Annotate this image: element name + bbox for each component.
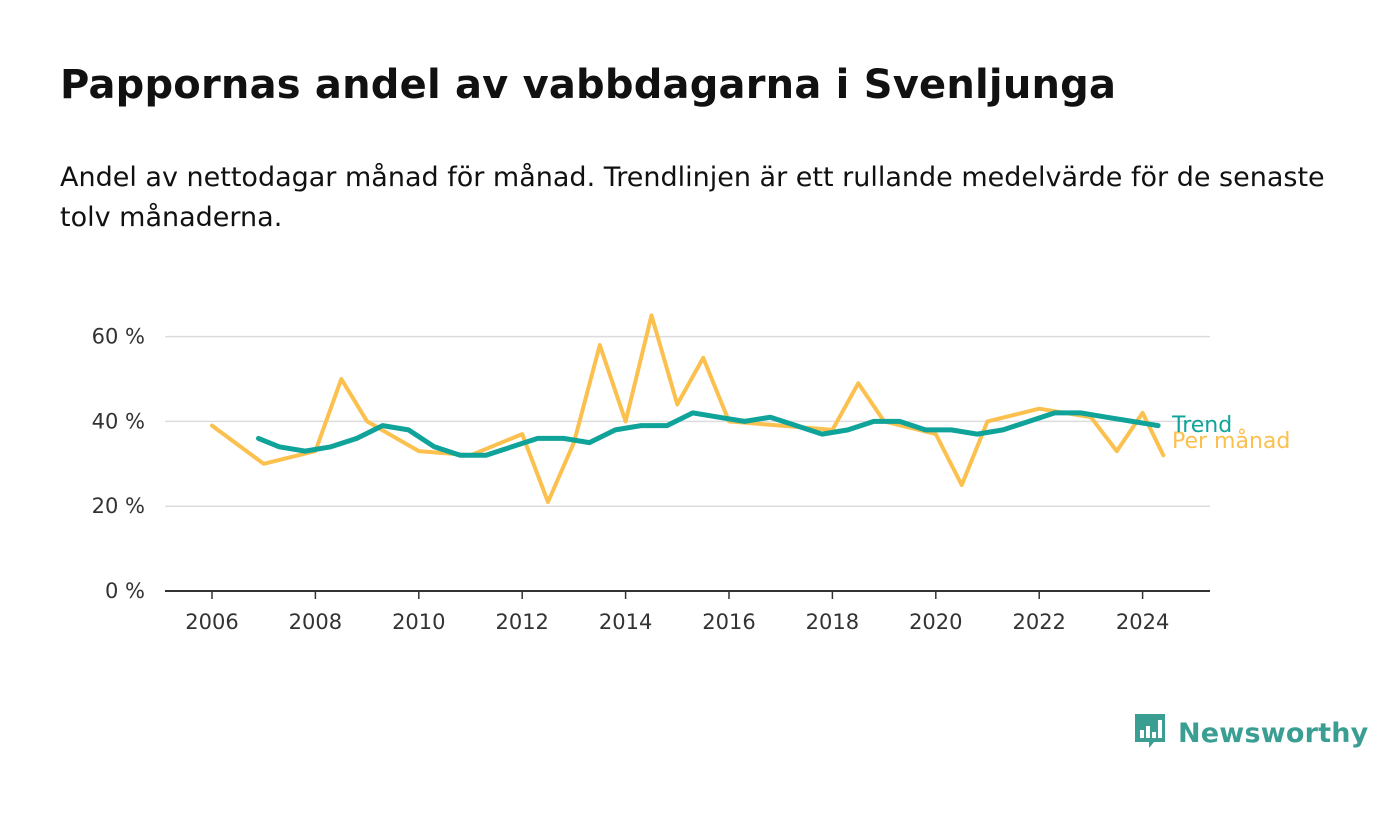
x-axis-ticks: 2006 2008 2010 2012 2014 2016 2018 2020 2022 2024: [185, 591, 1169, 634]
legend-label-trend: Trend: [1171, 413, 1232, 438]
series-line-per-manad: [210, 313, 1166, 504]
x-tick-label: 2012: [495, 610, 548, 634]
x-tick-label: 2008: [289, 610, 342, 634]
newsworthy-brand: Newsworthy: [1132, 712, 1368, 754]
x-tick-label: 2022: [1012, 610, 1065, 634]
series-line-trend: [256, 410, 1161, 458]
y-tick-label: 20 %: [92, 494, 145, 518]
legend-label-per-manad: Per månad: [1172, 428, 1290, 454]
x-tick-label: 2014: [599, 610, 652, 634]
y-axis-ticks: 0 % 20 % 40 % 60 %: [92, 325, 145, 603]
gridlines: [165, 335, 1210, 507]
chart-subtitle: Andel av nettodagar månad för månad. Tre…: [60, 162, 1325, 233]
x-tick-label: 2006: [185, 610, 238, 634]
newsworthy-logo-icon: [1135, 714, 1165, 748]
chart-title: Pappornas andel av vabbdagarna i Svenlju…: [60, 62, 1117, 108]
x-tick-label: 2016: [702, 610, 755, 634]
y-tick-label: 0 %: [105, 579, 145, 603]
brand-name: Newsworthy: [1178, 717, 1369, 749]
x-tick-label: 2018: [806, 610, 859, 634]
x-tick-label: 2010: [392, 610, 445, 634]
line-chart: 0 % 20 % 40 % 60 % 2006 2008 2010 2012 2014 2016…: [92, 313, 1290, 634]
series-lines: [210, 313, 1166, 504]
y-tick-label: 60 %: [92, 325, 145, 349]
y-tick-label: 40 %: [92, 409, 145, 433]
x-tick-label: 2020: [909, 610, 962, 634]
x-tick-label: 2024: [1116, 610, 1169, 634]
